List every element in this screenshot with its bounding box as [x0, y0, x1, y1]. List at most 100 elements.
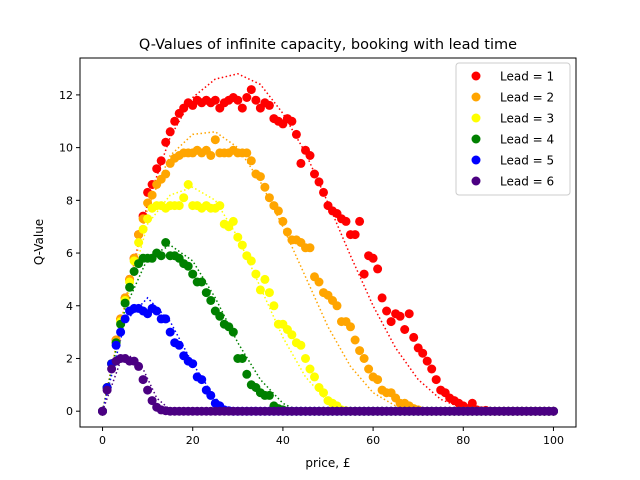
data-point-lead-2 — [359, 354, 369, 363]
data-point-lead-5 — [161, 314, 171, 324]
data-point-lead-2 — [210, 135, 220, 145]
data-point-lead-1 — [341, 216, 351, 226]
data-point-lead-3 — [296, 340, 306, 350]
y-axis-label: Q-Value — [32, 219, 46, 265]
data-point-lead-2 — [260, 182, 270, 192]
fit-curve-3 — [101, 186, 351, 412]
data-point-lead-1 — [251, 95, 261, 105]
fit-curve-4 — [101, 244, 297, 412]
data-point-lead-2 — [161, 169, 171, 179]
data-point-lead-3 — [233, 232, 243, 242]
data-point-lead-1 — [233, 95, 243, 105]
data-point-lead-2 — [147, 190, 157, 200]
axes-frame — [79, 57, 577, 428]
data-point-lead-1 — [409, 332, 419, 342]
data-point-lead-3 — [179, 193, 189, 203]
data-point-lead-3 — [319, 388, 328, 398]
data-point-lead-3 — [237, 240, 247, 250]
data-point-lead-3 — [143, 214, 153, 224]
legend-label-lead-3: Lead = 3 — [500, 112, 554, 126]
data-point-lead-1 — [156, 156, 166, 166]
data-point-lead-1 — [305, 151, 315, 160]
data-point-lead-1 — [355, 216, 365, 226]
data-point-lead-3 — [134, 238, 144, 247]
data-point-lead-6 — [98, 406, 107, 416]
data-point-lead-2 — [350, 335, 360, 345]
y-axis: 0 2 4 6 8 10 12 — [59, 89, 80, 418]
data-point-lead-3 — [301, 354, 310, 363]
data-point-lead-4 — [183, 261, 193, 271]
y-tick-label: 2 — [66, 352, 73, 365]
data-point-lead-1 — [373, 264, 383, 274]
legend-marker-lead-3 — [471, 113, 481, 123]
data-point-lead-3 — [269, 301, 279, 311]
data-point-lead-1 — [210, 95, 220, 105]
data-point-lead-2 — [373, 375, 383, 385]
data-point-lead-4 — [264, 390, 274, 400]
data-point-lead-3 — [264, 288, 274, 298]
legend-label-lead-2: Lead = 2 — [500, 91, 554, 105]
data-point-lead-2 — [346, 322, 355, 332]
data-point-lead-1 — [418, 348, 428, 358]
data-point-lead-3 — [138, 224, 148, 234]
data-point-lead-4 — [215, 311, 225, 321]
data-point-lead-6 — [134, 361, 144, 371]
data-point-lead-5 — [174, 340, 184, 350]
data-point-lead-3 — [255, 285, 265, 295]
data-point-lead-1 — [314, 177, 324, 187]
data-point-lead-3 — [310, 372, 319, 382]
data-point-lead-1 — [377, 293, 387, 303]
data-point-lead-1 — [170, 116, 180, 126]
data-point-lead-5 — [116, 327, 126, 337]
y-tick-label: 6 — [66, 247, 73, 260]
data-point-lead-2 — [332, 301, 342, 311]
data-point-lead-1 — [382, 306, 392, 316]
data-point-lead-1 — [161, 137, 171, 147]
data-point-lead-2 — [242, 148, 252, 158]
data-point-lead-1 — [467, 398, 477, 408]
data-point-lead-3 — [215, 201, 225, 211]
data-point-lead-5 — [152, 306, 162, 316]
y-tick-label: 4 — [66, 300, 73, 313]
data-point-lead-4 — [228, 327, 238, 337]
data-point-lead-5 — [111, 340, 121, 350]
data-point-lead-3 — [246, 256, 256, 266]
data-point-lead-5 — [188, 359, 198, 369]
x-axis: 0 20 40 60 80 100 — [99, 427, 564, 447]
data-point-lead-1 — [359, 269, 369, 279]
data-point-lead-3 — [251, 269, 261, 279]
data-point-lead-3 — [228, 216, 238, 226]
data-point-lead-2 — [314, 277, 324, 287]
data-point-lead-3 — [183, 180, 193, 189]
data-point-lead-4 — [161, 238, 171, 247]
data-point-lead-1 — [242, 93, 252, 102]
data-point-lead-5 — [206, 390, 216, 400]
data-point-lead-1 — [404, 309, 414, 319]
y-tick-label: 0 — [66, 405, 73, 418]
data-point-lead-6 — [549, 406, 558, 416]
data-point-lead-1 — [165, 127, 175, 137]
data-point-lead-1 — [400, 325, 410, 334]
data-point-lead-4 — [206, 296, 216, 305]
data-point-lead-4 — [156, 251, 166, 261]
data-point-lead-3 — [287, 330, 297, 340]
legend-label-lead-6: Lead = 6 — [500, 175, 554, 189]
data-point-lead-4 — [125, 282, 135, 292]
data-point-lead-1 — [427, 364, 437, 374]
y-tick-label: 10 — [59, 142, 73, 155]
data-point-lead-1 — [152, 164, 162, 174]
data-point-lead-2 — [305, 243, 315, 253]
data-point-lead-3 — [260, 274, 270, 284]
chart-title: Q-Values of infinite capacity, booking w… — [139, 37, 517, 53]
data-point-lead-1 — [368, 253, 378, 263]
data-point-lead-2 — [264, 193, 274, 203]
legend: Lead = 1 Lead = 2 Lead = 3 Lead = 4 Lead = 5… — [455, 62, 571, 196]
data-point-lead-1 — [310, 169, 319, 179]
x-tick-label: 0 — [99, 434, 106, 447]
data-point-lead-1 — [287, 116, 297, 126]
x-axis-label: price, £ — [305, 456, 350, 470]
data-point-lead-5 — [197, 375, 207, 385]
x-tick-label: 40 — [276, 434, 290, 447]
data-point-lead-2 — [278, 216, 288, 226]
data-point-lead-2 — [282, 227, 292, 237]
